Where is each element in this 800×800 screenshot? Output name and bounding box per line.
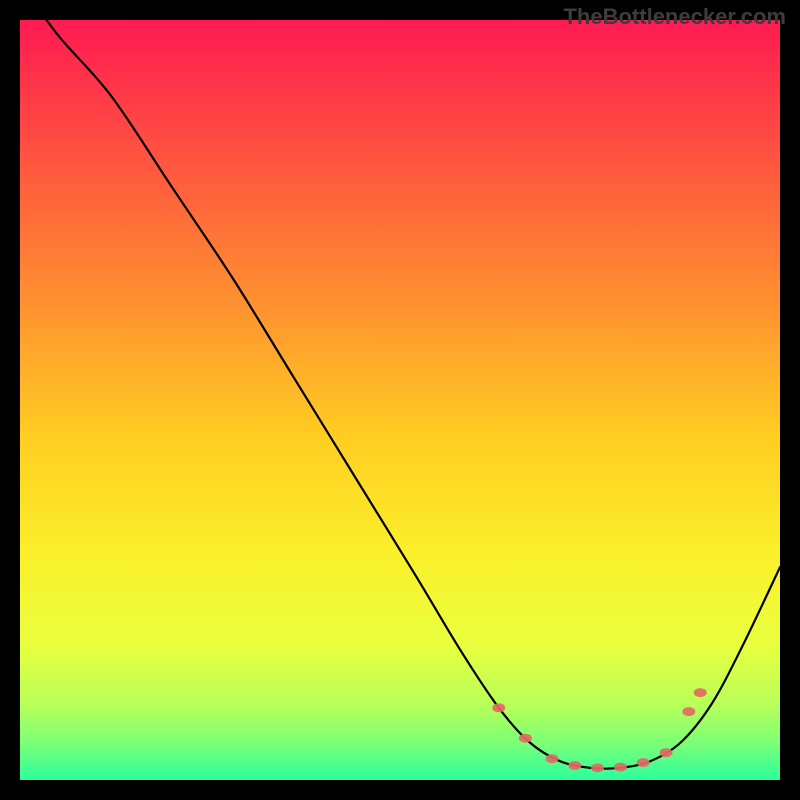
gradient-background	[20, 20, 780, 780]
chart-stage: TheBottlenecker.com	[0, 0, 800, 800]
plot-area	[20, 20, 780, 780]
marker-point	[519, 734, 532, 743]
marker-point	[568, 761, 581, 770]
marker-point	[546, 754, 559, 763]
marker-point	[614, 763, 627, 772]
marker-point	[660, 748, 673, 757]
marker-point	[492, 703, 505, 712]
marker-point	[637, 758, 650, 767]
chart-svg	[20, 20, 780, 780]
marker-point	[591, 763, 604, 772]
marker-point	[694, 688, 707, 697]
marker-point	[682, 707, 695, 716]
watermark-text: TheBottlenecker.com	[563, 4, 786, 30]
